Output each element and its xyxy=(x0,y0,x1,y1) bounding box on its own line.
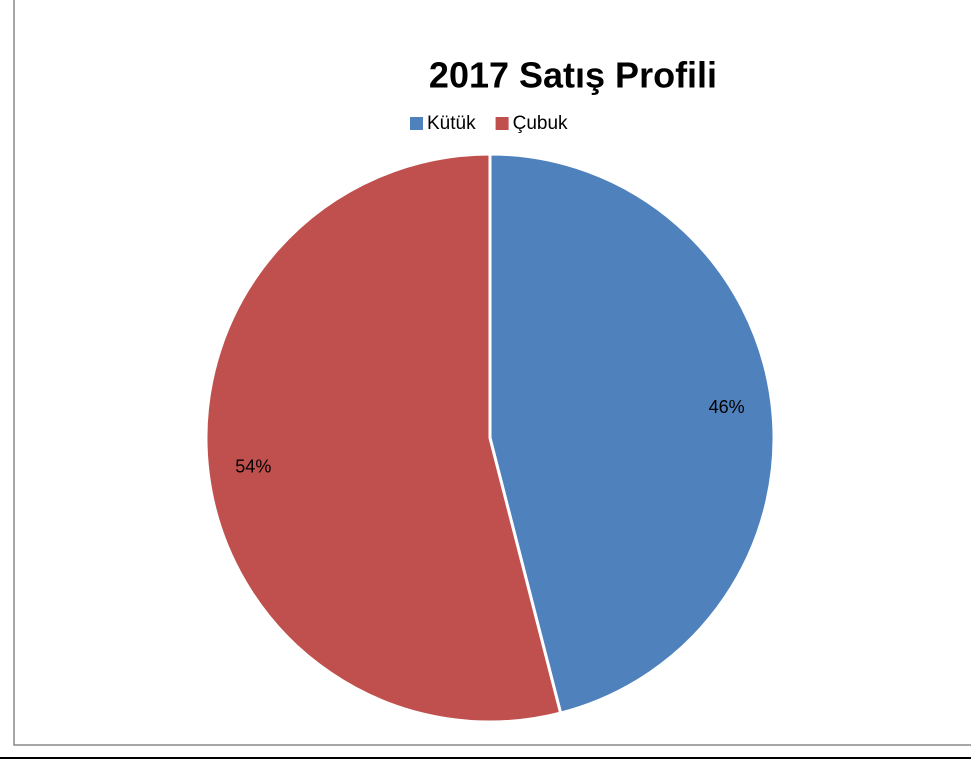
legend-label: Kütük xyxy=(427,113,476,134)
pie-slice xyxy=(488,152,776,715)
chart-title: 2017 Satış Profili xyxy=(429,55,717,96)
data-label: 54% xyxy=(235,457,271,477)
legend-swatch xyxy=(410,117,423,130)
legend-label: Çubuk xyxy=(513,113,568,134)
chart-frame xyxy=(13,0,971,746)
data-label: 46% xyxy=(709,397,745,417)
legend-swatch xyxy=(495,117,509,130)
pie-slice xyxy=(204,152,563,724)
